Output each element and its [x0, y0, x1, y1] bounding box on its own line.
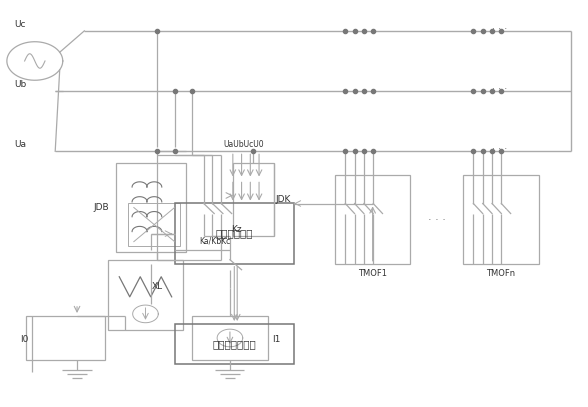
- Text: I1: I1: [272, 335, 281, 344]
- Text: . . .: . . .: [492, 141, 507, 151]
- Text: I0: I0: [20, 335, 29, 344]
- Text: . . .: . . .: [492, 81, 507, 91]
- Text: Ka/KbKc: Ka/KbKc: [200, 236, 231, 246]
- Text: Uc: Uc: [15, 20, 26, 29]
- Bar: [26, 316, 105, 360]
- Bar: [233, 163, 273, 236]
- Text: . . .: . . .: [427, 212, 446, 221]
- Bar: [128, 204, 181, 246]
- Text: JDB: JDB: [93, 203, 109, 212]
- Text: Ua: Ua: [15, 140, 26, 149]
- Text: TMOF1: TMOF1: [358, 269, 387, 278]
- Text: Ub: Ub: [15, 80, 26, 89]
- Bar: [335, 175, 410, 264]
- Text: . . .: . . .: [492, 21, 507, 31]
- Text: TMOFn: TMOFn: [486, 269, 515, 278]
- Text: 自动控制装置: 自动控制装置: [216, 229, 253, 239]
- Text: JDK: JDK: [275, 195, 290, 204]
- Bar: [116, 163, 186, 252]
- Bar: [192, 316, 268, 360]
- Text: UaUbUcU0: UaUbUcU0: [223, 140, 263, 149]
- Text: 告警及控制输出: 告警及控制输出: [212, 339, 256, 349]
- Bar: [175, 204, 294, 264]
- Text: XL: XL: [151, 282, 162, 291]
- Text: Kz: Kz: [231, 225, 242, 234]
- Bar: [108, 260, 183, 330]
- Bar: [463, 175, 539, 264]
- Bar: [175, 324, 294, 364]
